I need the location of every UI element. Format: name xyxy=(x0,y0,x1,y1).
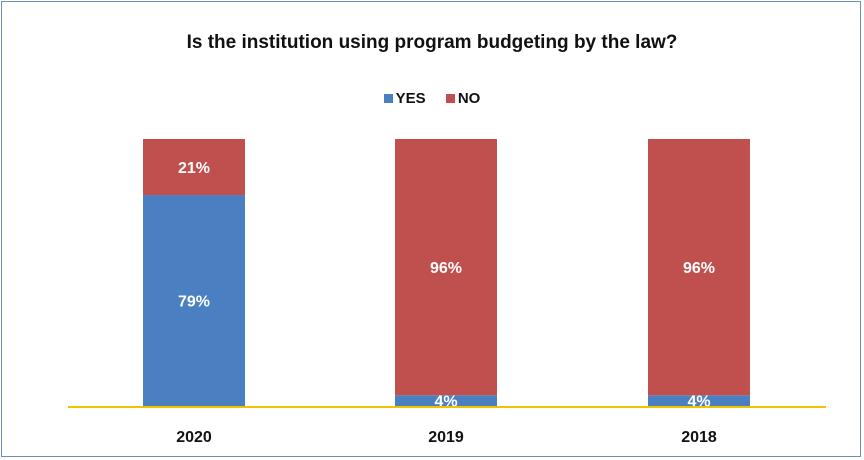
x-tick-label-2018: 2018 xyxy=(681,429,717,446)
x-tick-label-2019: 2019 xyxy=(428,429,464,446)
chart-legend: YES NO xyxy=(0,90,864,107)
legend-item-yes: YES xyxy=(383,90,426,107)
chart-title: Is the institution using program budgeti… xyxy=(186,32,678,53)
legend-swatch-yes xyxy=(383,94,393,103)
data-label-no-2020: 21% xyxy=(178,160,210,177)
bar-yes-2020 xyxy=(143,195,245,406)
data-label-yes-2018: 4% xyxy=(687,394,710,411)
data-label-no-2019: 96% xyxy=(430,260,462,277)
data-label-no-2018: 96% xyxy=(683,260,715,277)
bar-no-2019 xyxy=(395,139,497,396)
bar-no-2020 xyxy=(143,139,245,196)
bar-yes-2018 xyxy=(648,395,750,406)
legend-label-yes: YES xyxy=(395,90,426,107)
legend-swatch-no xyxy=(445,94,455,103)
legend-label-no: NO xyxy=(457,90,481,107)
legend-item-no: NO xyxy=(445,90,481,107)
data-label-yes-2020: 79% xyxy=(178,294,210,311)
x-tick-label-2020: 2020 xyxy=(176,429,212,446)
bar-no-2018 xyxy=(648,139,750,396)
data-label-yes-2019: 4% xyxy=(434,394,457,411)
bar-yes-2019 xyxy=(395,395,497,406)
